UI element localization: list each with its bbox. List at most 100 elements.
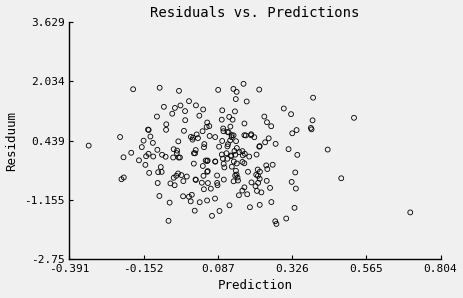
Point — [189, 137, 196, 142]
Point — [214, 88, 222, 92]
Point — [292, 170, 299, 175]
Point — [236, 150, 243, 155]
Point — [228, 154, 235, 159]
Point — [256, 87, 263, 92]
Point — [238, 188, 246, 193]
Point — [232, 173, 239, 178]
Point — [200, 107, 207, 112]
Point — [407, 210, 414, 215]
Point — [156, 86, 163, 90]
Point — [203, 159, 211, 163]
Point — [191, 151, 199, 156]
Point — [254, 167, 262, 172]
Point — [204, 120, 211, 125]
Point — [187, 134, 194, 139]
Point — [155, 170, 162, 175]
Point — [175, 155, 182, 160]
Point — [285, 147, 292, 152]
Point — [150, 154, 157, 159]
Point — [204, 181, 212, 185]
Point — [156, 194, 163, 198]
Point — [239, 153, 246, 158]
Point — [219, 126, 227, 131]
Point — [135, 158, 143, 163]
Point — [163, 122, 170, 127]
Point — [231, 109, 238, 114]
Point — [234, 178, 242, 183]
Point — [288, 131, 296, 136]
Point — [190, 161, 198, 166]
Point — [116, 135, 124, 139]
Point — [202, 158, 209, 163]
Point — [145, 128, 152, 132]
Point — [307, 125, 314, 130]
Point — [213, 173, 221, 178]
Point — [233, 89, 240, 94]
Point — [200, 173, 207, 178]
Point — [245, 154, 253, 159]
Point — [230, 86, 237, 91]
Point — [309, 95, 317, 100]
Point — [228, 135, 235, 139]
Point — [191, 208, 199, 213]
Point — [204, 158, 211, 163]
Point — [223, 151, 230, 156]
Point — [179, 194, 187, 199]
Point — [241, 185, 248, 190]
Point — [207, 186, 214, 191]
Point — [196, 113, 203, 118]
Point — [263, 120, 271, 125]
Point — [261, 114, 268, 119]
X-axis label: Prediction: Prediction — [218, 280, 293, 292]
Point — [233, 146, 240, 150]
Point — [120, 175, 127, 180]
Point — [246, 205, 254, 209]
Point — [252, 172, 260, 177]
Point — [180, 179, 187, 184]
Point — [214, 183, 221, 188]
Point — [165, 218, 172, 223]
Point — [199, 129, 206, 134]
Point — [200, 142, 208, 147]
Point — [189, 135, 197, 140]
Point — [176, 155, 184, 160]
Point — [230, 133, 237, 138]
Point — [169, 111, 176, 116]
Point — [258, 190, 265, 195]
Point — [170, 176, 177, 180]
Point — [173, 151, 181, 156]
Point — [212, 159, 219, 164]
Point — [185, 99, 193, 103]
Point — [175, 89, 183, 93]
Point — [204, 169, 211, 174]
Point — [243, 99, 250, 104]
Point — [181, 118, 189, 122]
Point — [167, 181, 174, 186]
Point — [170, 147, 177, 152]
Point — [120, 155, 127, 160]
Point — [85, 143, 93, 148]
Point — [269, 162, 276, 167]
Title: Residuals vs. Predictions: Residuals vs. Predictions — [150, 6, 360, 20]
Point — [308, 127, 315, 132]
Point — [268, 200, 275, 204]
Point — [192, 178, 200, 182]
Point — [130, 87, 137, 91]
Point — [233, 172, 240, 177]
Point — [231, 149, 238, 153]
Point — [171, 105, 179, 110]
Point — [248, 132, 255, 136]
Point — [350, 115, 358, 120]
Point — [220, 177, 227, 182]
Point — [268, 124, 275, 129]
Point — [198, 180, 206, 185]
Point — [225, 114, 233, 119]
Point — [239, 149, 246, 153]
Point — [253, 189, 261, 193]
Point — [149, 140, 156, 145]
Point — [230, 179, 238, 184]
Point — [282, 216, 290, 221]
Point — [138, 145, 145, 150]
Point — [142, 162, 149, 167]
Point — [226, 138, 234, 143]
